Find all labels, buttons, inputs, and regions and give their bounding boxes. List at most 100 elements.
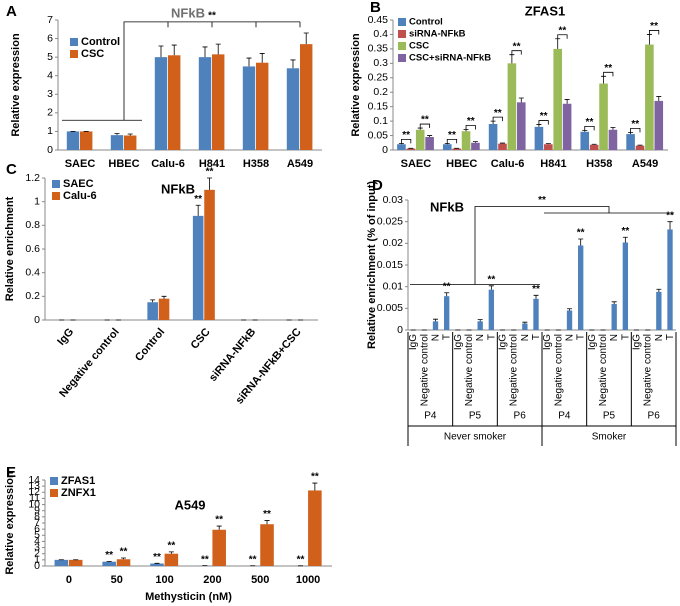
bar [147, 302, 158, 320]
sig-bracket [401, 138, 412, 144]
panel-letter: A [6, 3, 17, 20]
error-bar [646, 34, 652, 45]
x-tick-label: HBEC [446, 158, 477, 170]
y-tick-label: 10 [28, 498, 40, 510]
sig-label: ** [208, 10, 216, 21]
error-bar [509, 54, 515, 64]
error-bar [168, 551, 174, 554]
bar [54, 559, 69, 566]
legend-label: ZFAS1 [61, 475, 95, 487]
bar [488, 289, 495, 330]
bar [154, 57, 168, 151]
x-tick-label: H841 [199, 158, 225, 170]
error-bar [427, 135, 433, 137]
sig-label: ** [194, 194, 202, 205]
y-tick-label: 0.3 [373, 57, 388, 69]
y-tick-label: 0.03 [383, 194, 404, 206]
sig-label: ** [105, 550, 113, 561]
bar [580, 131, 590, 150]
sig-bracket [603, 71, 614, 77]
sig-label: ** [153, 552, 161, 563]
chart-title: NFkB [430, 199, 464, 214]
error-bar [522, 321, 528, 324]
y-tick-label: 6 [47, 32, 53, 44]
x-tick-label: Negative control [553, 334, 564, 406]
y-tick-label: 5 [47, 51, 53, 63]
error-bar [444, 292, 450, 297]
error-bar [477, 319, 483, 322]
sig-label: ** [249, 554, 257, 565]
x-tick-label: 100 [155, 574, 173, 586]
x-tick-label: T [620, 334, 631, 340]
legend-swatch [50, 477, 58, 485]
legend-label: ZNFX1 [61, 487, 96, 499]
group-label: P6 [648, 411, 661, 422]
error-bar [499, 142, 505, 144]
sig-label: ** [467, 116, 475, 127]
y-tick-label: 0 [34, 314, 40, 326]
error-bar [463, 129, 469, 132]
y-tick-label: 0.1 [373, 115, 388, 127]
sig-label: ** [650, 21, 658, 32]
x-tick-label: SAEC [65, 158, 96, 170]
error-bar [312, 482, 318, 491]
chart-title: NFkB [171, 5, 205, 20]
bar [110, 135, 124, 150]
error-bar [171, 44, 177, 56]
bar [589, 144, 599, 150]
sig-bracket [492, 116, 503, 122]
y-tick-label: 0.01 [383, 280, 404, 292]
error-bar [161, 295, 167, 299]
bar [599, 83, 608, 150]
legend-label: CSC [81, 48, 104, 60]
y-tick-label: 0.015 [377, 259, 403, 271]
x-tick-label: Calu-6 [491, 158, 525, 170]
bar [645, 44, 654, 150]
sig-bracket [419, 123, 431, 129]
chart-title: ZFAS1 [525, 3, 565, 18]
error-bar [259, 53, 265, 63]
x-tick-label: Negative control [464, 334, 475, 406]
group-label: P4 [558, 411, 571, 422]
y-tick-label: 0.8 [25, 219, 40, 231]
error-bar [628, 131, 634, 135]
sig-label: ** [559, 25, 567, 36]
panel-letter: E [6, 464, 16, 481]
error-bar [533, 294, 539, 299]
group-label: P6 [514, 411, 527, 422]
y-tick-label: 0.02 [383, 237, 404, 249]
y-tick-label: 6 [34, 523, 40, 535]
y-tick-label: 1.2 [25, 172, 40, 184]
x-tick-label: 1000 [296, 574, 320, 586]
x-tick-label: HBEC [108, 158, 139, 170]
y-tick-label: 0.025 [377, 215, 403, 227]
sig-label: ** [621, 226, 629, 237]
bar [533, 298, 539, 330]
bar [415, 129, 425, 150]
error-bar [121, 557, 127, 560]
bar [116, 559, 131, 566]
x-tick-label: N [520, 334, 531, 341]
error-bar [582, 129, 588, 132]
sig-label: ** [666, 210, 674, 221]
bar [406, 148, 416, 150]
y-tick-label: 11 [29, 492, 40, 504]
supergroup-label: Smoker [592, 432, 627, 443]
bar [544, 144, 553, 150]
x-tick-label: 0 [66, 574, 72, 586]
x-tick-label: A549 [632, 158, 658, 170]
y-tick-label: 13 [28, 480, 40, 492]
x-tick-label: H841 [540, 158, 566, 170]
error-bar [656, 96, 662, 101]
sig-label: ** [604, 63, 612, 74]
sig-label: ** [513, 41, 521, 52]
legend-swatch [50, 489, 58, 497]
panel-letter: B [370, 0, 381, 16]
sig-label: ** [586, 117, 594, 128]
sig-label: ** [494, 108, 502, 119]
error-bar [564, 99, 570, 104]
x-tick-label: Negative control [419, 334, 430, 406]
sig-bracket [410, 206, 674, 285]
bar [498, 143, 507, 150]
